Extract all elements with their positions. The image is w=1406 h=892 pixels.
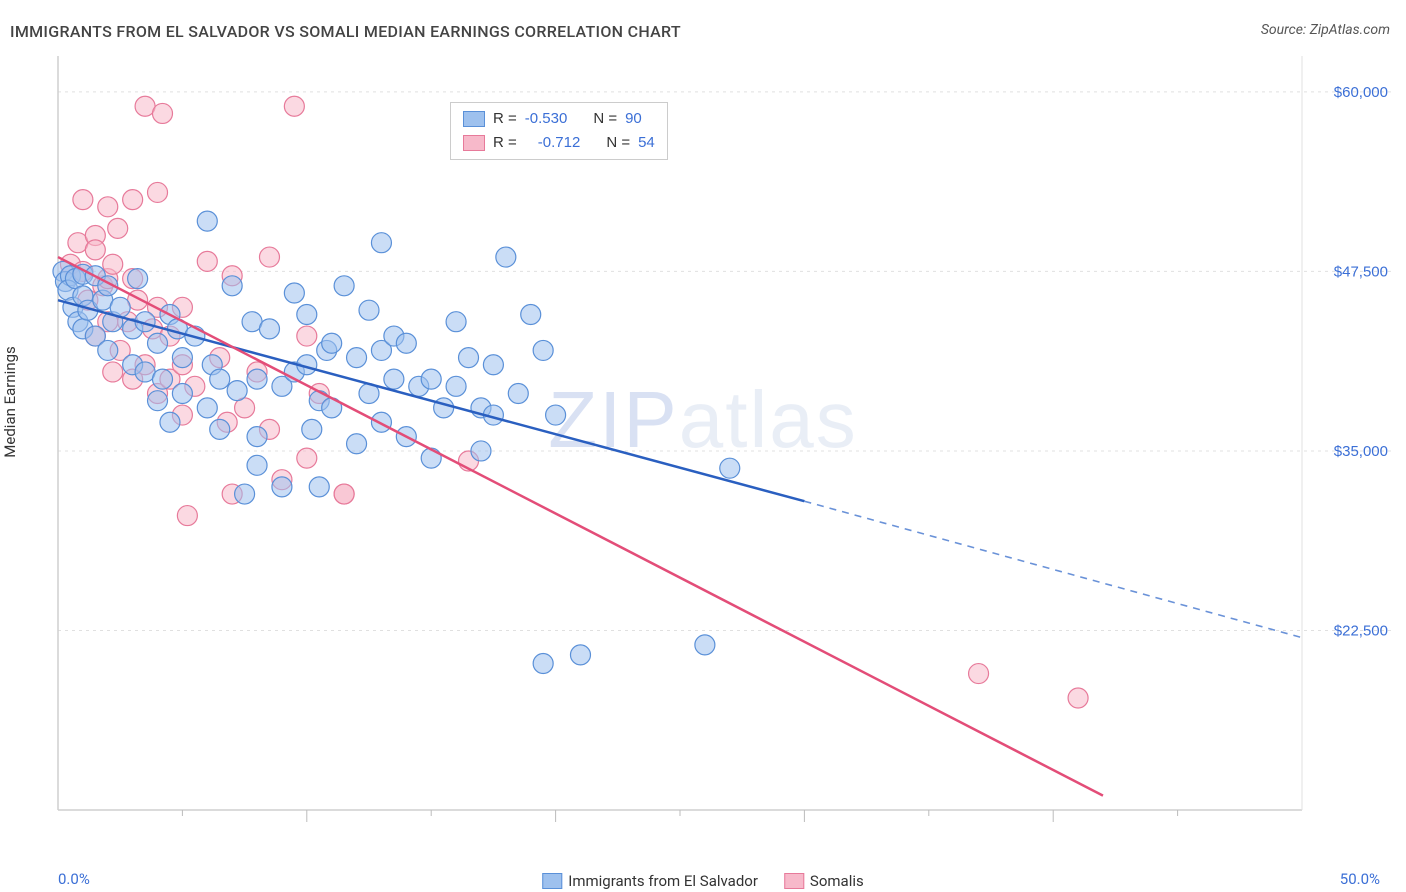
legend-label-pink: Somalis — [810, 872, 864, 890]
svg-text:$35,000: $35,000 — [1334, 443, 1388, 460]
svg-text:$47,500: $47,500 — [1334, 263, 1388, 280]
x-max-label: 50.0% — [1340, 870, 1380, 888]
source-label: Source: ZipAtlas.com — [1261, 22, 1390, 38]
legend-label-blue: Immigrants from El Salvador — [568, 872, 758, 890]
series-legend: Immigrants from El Salvador Somalis — [542, 872, 863, 890]
legend-swatch-pink — [463, 135, 485, 151]
r-value-pink: -0.712 — [538, 131, 581, 155]
scatter-plot: $22,500 $35,000 $47,500 $60,000 — [52, 50, 1392, 850]
legend-swatch-blue — [463, 111, 485, 127]
n-value-blue: 90 — [625, 107, 642, 131]
svg-text:$22,500: $22,500 — [1334, 622, 1388, 639]
legend-row-blue: R = -0.530 N = 90 — [463, 107, 655, 131]
r-value-blue: -0.530 — [525, 107, 568, 131]
legend-swatch-blue-icon — [542, 873, 562, 889]
svg-text:$60,000: $60,000 — [1334, 84, 1388, 101]
n-value-pink: 54 — [638, 131, 655, 155]
legend-item-blue: Immigrants from El Salvador — [542, 872, 758, 890]
x-min-label: 0.0% — [58, 870, 90, 888]
legend-item-pink: Somalis — [784, 872, 864, 890]
chart-title: IMMIGRANTS FROM EL SALVADOR VS SOMALI ME… — [10, 22, 681, 41]
legend-row-pink: R = -0.712 N = 54 — [463, 131, 655, 155]
chart-area: Median Earnings ZIPatlas $22,500$35,000$… — [0, 50, 1406, 892]
legend-swatch-pink-icon — [784, 873, 804, 889]
correlation-legend: R = -0.530 N = 90 R = -0.712 N = 54 — [450, 102, 668, 160]
y-axis-label: Median Earnings — [1, 346, 19, 457]
